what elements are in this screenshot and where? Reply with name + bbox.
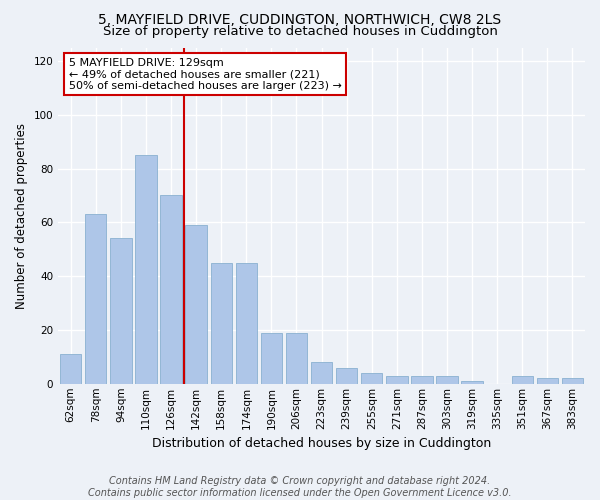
Bar <box>286 332 307 384</box>
Text: Size of property relative to detached houses in Cuddington: Size of property relative to detached ho… <box>103 25 497 38</box>
Bar <box>211 262 232 384</box>
Text: Contains HM Land Registry data © Crown copyright and database right 2024.
Contai: Contains HM Land Registry data © Crown c… <box>88 476 512 498</box>
Text: 5, MAYFIELD DRIVE, CUDDINGTON, NORTHWICH, CW8 2LS: 5, MAYFIELD DRIVE, CUDDINGTON, NORTHWICH… <box>98 12 502 26</box>
Bar <box>85 214 106 384</box>
Bar <box>411 376 433 384</box>
Bar <box>311 362 332 384</box>
Bar <box>185 225 207 384</box>
Bar <box>336 368 358 384</box>
Bar <box>361 373 382 384</box>
Bar <box>261 332 282 384</box>
Bar <box>236 262 257 384</box>
Bar <box>436 376 458 384</box>
Y-axis label: Number of detached properties: Number of detached properties <box>15 122 28 308</box>
Text: 5 MAYFIELD DRIVE: 129sqm
← 49% of detached houses are smaller (221)
50% of semi-: 5 MAYFIELD DRIVE: 129sqm ← 49% of detach… <box>69 58 341 91</box>
Bar <box>537 378 558 384</box>
Bar <box>60 354 82 384</box>
Bar <box>110 238 131 384</box>
Bar <box>136 155 157 384</box>
Bar <box>461 381 483 384</box>
Bar <box>386 376 407 384</box>
Bar <box>512 376 533 384</box>
Bar <box>160 196 182 384</box>
Bar <box>562 378 583 384</box>
X-axis label: Distribution of detached houses by size in Cuddington: Distribution of detached houses by size … <box>152 437 491 450</box>
